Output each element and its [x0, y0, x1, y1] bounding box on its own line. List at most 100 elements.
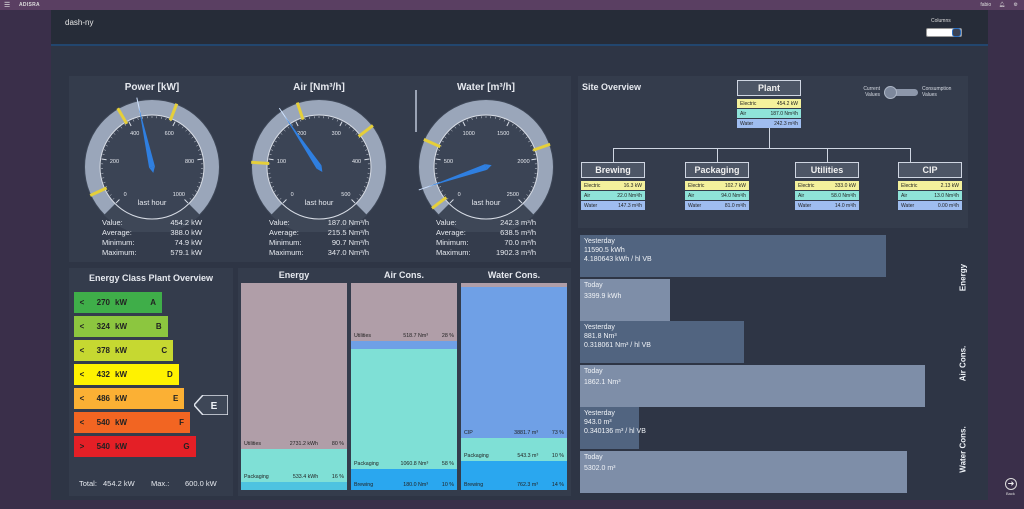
today-bar: Today 1862.1 Nm³	[580, 365, 925, 407]
max-label: Max.:	[151, 479, 170, 488]
gauge-tick-label: 2500	[507, 192, 519, 198]
gauge-marker	[295, 102, 305, 121]
site-node[interactable]: Packaging	[685, 162, 749, 178]
segment-label: Utilities 2731.2 kWh 80 %	[241, 441, 347, 447]
gauge-tick-label: 800	[185, 159, 194, 165]
stat-row: Value: 454.2 kW	[102, 218, 202, 228]
gauge-needle	[138, 107, 155, 168]
toggle-knob[interactable]	[952, 28, 961, 37]
stat-row: Maximum: 579.1 kW	[102, 248, 202, 258]
gauge-tick-label: 1000	[173, 192, 185, 198]
class-threshold: 540	[96, 442, 110, 451]
consumption-segment: Utilities 2731.2 kWh 80 %	[241, 283, 347, 449]
segment-percent: 16 %	[331, 474, 344, 480]
class-unit: kW	[115, 418, 127, 427]
bell-icon[interactable]: 🔔︎	[999, 2, 1006, 8]
stat-row: Minimum: 70.0 m³/h	[436, 238, 536, 248]
class-unit: kW	[115, 442, 127, 451]
node-row-value: 14.0 m³/h	[834, 202, 856, 209]
segment-value: 3881.7 m³	[514, 430, 538, 436]
consumption-segment: Packaging 1060.8 Nm³ 58 %	[351, 349, 457, 469]
back-button[interactable]: ➜	[1005, 478, 1017, 490]
class-unit: kW	[115, 394, 127, 403]
gauge-tick-label: 400	[130, 131, 139, 137]
gauge-tick-label: 0	[124, 192, 127, 198]
segment-percent: 28 %	[441, 333, 454, 339]
stat-value: 454.2 kW	[170, 218, 202, 227]
energy-class-bar: <378 kW C	[74, 340, 174, 361]
settings-icon[interactable]: ⚙	[1013, 2, 1018, 8]
site-node[interactable]: CIP	[898, 162, 962, 178]
stat-label: Minimum:	[436, 238, 469, 247]
class-operator: <	[79, 322, 85, 331]
page-title: dash-ny	[65, 18, 94, 27]
stat-value: 638.5 m³/h	[500, 228, 536, 237]
site-node[interactable]: Plant	[737, 80, 801, 96]
consumption-segment: CIP 3881.7 m³ 73 %	[461, 287, 567, 438]
menu-icon[interactable]: ☰	[4, 1, 11, 9]
stat-row: Average: 388.0 kW	[102, 228, 202, 238]
comparison-side-label: Water Cons.	[958, 426, 968, 473]
total-value: 454.2 kW	[103, 479, 135, 488]
stat-row: Minimum: 74.9 kW	[102, 238, 202, 248]
node-row-value: 102.7 kW	[724, 182, 746, 189]
toggle-knob[interactable]	[884, 86, 897, 99]
node-row-value: 81.0 m³/h	[724, 202, 746, 209]
gauge-tick-label: 400	[352, 159, 361, 165]
comparison-side-label: Energy	[958, 263, 968, 292]
node-row-label: Electric	[688, 182, 705, 189]
comparison-panel: Yesterday 11590.5 kWh 4.180643 kWh / hl VB…	[578, 228, 968, 496]
tree-connector	[827, 148, 828, 162]
gauge-tick-label: 600	[165, 131, 174, 137]
stat-value: 242.3 m³/h	[500, 218, 536, 227]
stat-label: Average:	[269, 228, 299, 237]
segment-percent: 10 %	[551, 453, 564, 459]
class-letter: G	[183, 442, 190, 451]
segment-percent: 80 %	[331, 441, 344, 447]
gauge-marker	[423, 138, 441, 149]
segment-label: Brewing 762.3 m³ 14 %	[461, 482, 567, 488]
node-row-value: 242.3 m³/h	[774, 120, 798, 127]
node-row-label: Air	[584, 192, 591, 199]
consumption-segment	[241, 482, 347, 490]
yesterday-specific: 0.318061 Nm³ / hl VB	[584, 342, 651, 349]
stat-row: Average: 215.5 Nm³/h	[269, 228, 369, 238]
stat-label: Maximum:	[102, 248, 137, 257]
site-node[interactable]: Brewing	[581, 162, 645, 178]
node-row-value: 94.0 Nm³/h	[721, 192, 746, 199]
class-operator: <	[79, 346, 85, 355]
class-letter: D	[167, 370, 173, 379]
gauge-marker	[89, 186, 108, 197]
energy-class-bar: <486 kW E	[74, 388, 185, 409]
yesterday-value: 881.8 Nm³	[584, 333, 617, 340]
node-row-label: Electric	[740, 100, 757, 107]
gauge-marker	[251, 160, 270, 166]
back-label: Back	[1006, 491, 1015, 496]
node-row-value: 333.0 kW	[834, 182, 856, 189]
node-row-value: 2.13 kW	[940, 182, 959, 189]
gauges-panel: Power [kW] 0 200 400 600 800 1000 last hour Valu…	[69, 76, 571, 262]
gauge-tick-label: 500	[444, 159, 453, 165]
tree-connector	[613, 148, 614, 162]
gauge-dial: 0 100 200 300 400 500 last hour	[251, 99, 387, 232]
gauge-tick-label: 0	[458, 192, 461, 198]
node-water-row: Water 14.0 m³/h	[795, 201, 859, 210]
max-value: 600.0 kW	[185, 479, 217, 488]
yesterday-value: 943.0 m³	[584, 419, 612, 426]
values-mode-toggle[interactable]	[884, 86, 918, 99]
columns-toggle[interactable]	[926, 28, 962, 37]
stat-value: 347.0 Nm³/h	[327, 248, 369, 257]
class-letter: C	[161, 346, 168, 355]
stat-row: Maximum: 347.0 Nm³/h	[269, 248, 369, 258]
segment-name: Packaging	[464, 453, 489, 459]
node-electric-row: Electric 2.13 kW	[898, 181, 962, 190]
site-node[interactable]: Utilities	[795, 162, 859, 178]
energy-class-bar: <324 kW B	[74, 316, 168, 337]
stat-label: Value:	[269, 218, 290, 227]
yesterday-label: Yesterday	[584, 238, 615, 245]
tree-connector	[910, 148, 911, 162]
node-electric-row: Electric 102.7 kW	[685, 181, 749, 190]
segment-value: 180.0 Nm³	[403, 482, 428, 488]
user-name[interactable]: fabio	[980, 2, 992, 8]
node-air-row: Air 94.0 Nm³/h	[685, 191, 749, 200]
